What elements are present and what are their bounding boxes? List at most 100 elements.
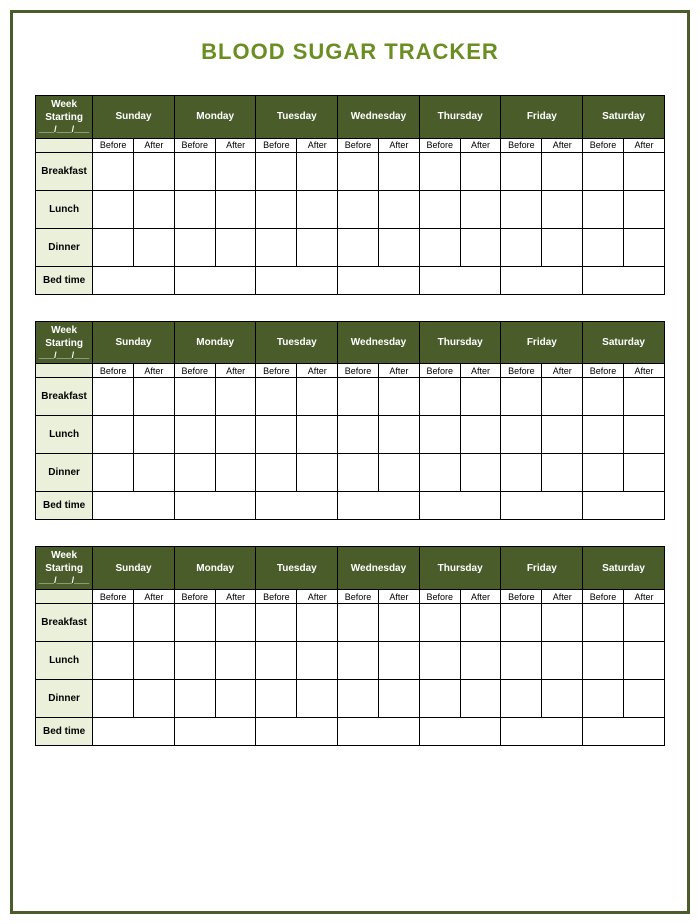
value-cell[interactable] <box>215 642 256 680</box>
bedtime-value-cell[interactable] <box>174 718 256 746</box>
value-cell[interactable] <box>297 454 338 492</box>
bedtime-value-cell[interactable] <box>419 492 501 520</box>
bedtime-value-cell[interactable] <box>93 266 175 294</box>
bedtime-value-cell[interactable] <box>338 718 420 746</box>
value-cell[interactable] <box>93 190 134 228</box>
value-cell[interactable] <box>134 604 175 642</box>
value-cell[interactable] <box>215 416 256 454</box>
value-cell[interactable] <box>174 642 215 680</box>
value-cell[interactable] <box>215 454 256 492</box>
value-cell[interactable] <box>134 454 175 492</box>
value-cell[interactable] <box>623 378 664 416</box>
value-cell[interactable] <box>623 642 664 680</box>
value-cell[interactable] <box>419 680 460 718</box>
value-cell[interactable] <box>623 416 664 454</box>
bedtime-value-cell[interactable] <box>419 266 501 294</box>
value-cell[interactable] <box>215 228 256 266</box>
value-cell[interactable] <box>460 416 501 454</box>
value-cell[interactable] <box>338 454 379 492</box>
value-cell[interactable] <box>338 228 379 266</box>
value-cell[interactable] <box>338 152 379 190</box>
bedtime-value-cell[interactable] <box>174 266 256 294</box>
value-cell[interactable] <box>419 454 460 492</box>
value-cell[interactable] <box>419 228 460 266</box>
value-cell[interactable] <box>419 378 460 416</box>
bedtime-value-cell[interactable] <box>501 718 583 746</box>
value-cell[interactable] <box>174 152 215 190</box>
value-cell[interactable] <box>93 454 134 492</box>
value-cell[interactable] <box>174 604 215 642</box>
value-cell[interactable] <box>215 190 256 228</box>
value-cell[interactable] <box>93 378 134 416</box>
value-cell[interactable] <box>256 604 297 642</box>
value-cell[interactable] <box>338 642 379 680</box>
value-cell[interactable] <box>93 642 134 680</box>
bedtime-value-cell[interactable] <box>256 492 338 520</box>
value-cell[interactable] <box>134 680 175 718</box>
value-cell[interactable] <box>501 454 542 492</box>
value-cell[interactable] <box>174 454 215 492</box>
value-cell[interactable] <box>501 152 542 190</box>
value-cell[interactable] <box>501 604 542 642</box>
value-cell[interactable] <box>542 680 583 718</box>
value-cell[interactable] <box>338 378 379 416</box>
bedtime-value-cell[interactable] <box>174 492 256 520</box>
value-cell[interactable] <box>542 190 583 228</box>
value-cell[interactable] <box>501 228 542 266</box>
value-cell[interactable] <box>460 378 501 416</box>
value-cell[interactable] <box>256 152 297 190</box>
bedtime-value-cell[interactable] <box>419 718 501 746</box>
value-cell[interactable] <box>542 416 583 454</box>
value-cell[interactable] <box>460 454 501 492</box>
value-cell[interactable] <box>460 190 501 228</box>
value-cell[interactable] <box>93 228 134 266</box>
value-cell[interactable] <box>93 680 134 718</box>
value-cell[interactable] <box>623 152 664 190</box>
value-cell[interactable] <box>583 680 624 718</box>
value-cell[interactable] <box>134 416 175 454</box>
value-cell[interactable] <box>134 642 175 680</box>
value-cell[interactable] <box>583 454 624 492</box>
value-cell[interactable] <box>501 642 542 680</box>
value-cell[interactable] <box>378 152 419 190</box>
value-cell[interactable] <box>378 378 419 416</box>
value-cell[interactable] <box>419 152 460 190</box>
bedtime-value-cell[interactable] <box>583 718 665 746</box>
value-cell[interactable] <box>623 190 664 228</box>
value-cell[interactable] <box>542 454 583 492</box>
value-cell[interactable] <box>460 680 501 718</box>
value-cell[interactable] <box>338 190 379 228</box>
bedtime-value-cell[interactable] <box>338 492 420 520</box>
value-cell[interactable] <box>501 378 542 416</box>
value-cell[interactable] <box>419 190 460 228</box>
value-cell[interactable] <box>93 416 134 454</box>
value-cell[interactable] <box>174 378 215 416</box>
value-cell[interactable] <box>623 454 664 492</box>
value-cell[interactable] <box>583 378 624 416</box>
value-cell[interactable] <box>93 152 134 190</box>
value-cell[interactable] <box>378 416 419 454</box>
value-cell[interactable] <box>623 604 664 642</box>
value-cell[interactable] <box>256 228 297 266</box>
value-cell[interactable] <box>542 604 583 642</box>
value-cell[interactable] <box>297 604 338 642</box>
bedtime-value-cell[interactable] <box>338 266 420 294</box>
value-cell[interactable] <box>583 228 624 266</box>
value-cell[interactable] <box>338 680 379 718</box>
value-cell[interactable] <box>419 642 460 680</box>
value-cell[interactable] <box>256 642 297 680</box>
value-cell[interactable] <box>297 416 338 454</box>
value-cell[interactable] <box>174 416 215 454</box>
value-cell[interactable] <box>256 680 297 718</box>
value-cell[interactable] <box>297 680 338 718</box>
value-cell[interactable] <box>542 378 583 416</box>
value-cell[interactable] <box>338 416 379 454</box>
value-cell[interactable] <box>583 152 624 190</box>
value-cell[interactable] <box>215 378 256 416</box>
bedtime-value-cell[interactable] <box>583 266 665 294</box>
value-cell[interactable] <box>256 378 297 416</box>
value-cell[interactable] <box>215 604 256 642</box>
value-cell[interactable] <box>583 190 624 228</box>
value-cell[interactable] <box>338 604 379 642</box>
value-cell[interactable] <box>542 642 583 680</box>
